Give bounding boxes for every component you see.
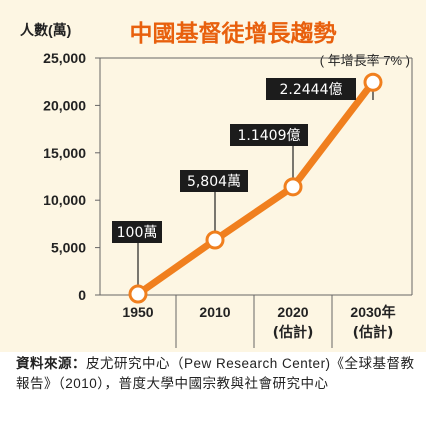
y-tick-label: 25,000 [43, 50, 86, 66]
y-axis-title: 人數(萬) [20, 22, 72, 38]
data-label-box [180, 170, 248, 192]
data-point [363, 72, 383, 92]
line-chart: 0 5,000 10,000 15,000 20,000 25,000 1950 2010 20… [43, 50, 413, 348]
chart-area: 人數(萬) 中國基督徒增長趨勢 ( 年增長率 7% ) 0 5,000 10,000… [0, 0, 426, 352]
data-label-box [266, 78, 356, 100]
series-line [134, 78, 377, 298]
data-point [205, 230, 225, 250]
data-label-box [230, 124, 308, 146]
y-tick-label: 20,000 [43, 97, 86, 113]
data-label: 100萬 [117, 225, 158, 241]
source-note: 資料來源：皮尤研究中心（Pew Research Center)《全球基督教報告… [16, 354, 416, 394]
chart-title: 中國基督徒增長趨勢 [129, 21, 337, 47]
chart-subtitle: ( 年增長率 7% ) [319, 53, 410, 68]
source-label: 資料來源： [16, 356, 86, 371]
data-label: 5,804萬 [187, 174, 241, 190]
x-tick-sublabel: (估計) [273, 324, 314, 341]
y-tick-label: 0 [78, 287, 86, 303]
y-tick-label: 5,000 [51, 240, 86, 256]
data-point [283, 177, 303, 197]
data-label: 2.2444億 [280, 82, 343, 98]
y-tick-label: 10,000 [43, 192, 86, 208]
x-tick-sublabel: (估計) [353, 324, 394, 341]
y-tick-label: 15,000 [43, 145, 86, 161]
x-tick-label: 2010 [199, 304, 230, 320]
data-point [128, 284, 148, 304]
x-tick-label: 2030年 [350, 304, 395, 320]
x-tick-label: 1950 [122, 304, 153, 320]
data-label: 1.1409億 [238, 128, 301, 144]
source-text: 皮尤研究中心（Pew Research Center)《全球基督教報告》（201… [16, 356, 415, 391]
x-tick-label: 2020 [277, 304, 308, 320]
data-label-box [112, 221, 162, 243]
